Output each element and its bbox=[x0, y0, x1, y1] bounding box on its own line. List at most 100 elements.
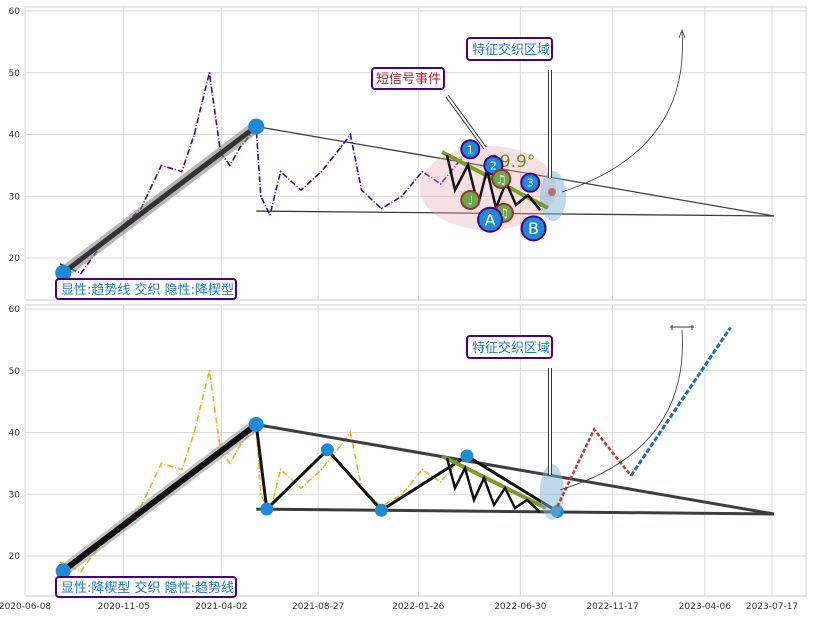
signal-zone-ellipse bbox=[420, 146, 556, 230]
top-footer-label: 显性:趋势线 交织 隐性:降楔型 bbox=[55, 278, 237, 300]
price-point bbox=[199, 109, 202, 111]
x-tick-label: 2022-11-17 bbox=[586, 602, 638, 612]
top-y-axis: 20 30 40 50 60 bbox=[9, 7, 21, 264]
slope-line bbox=[441, 454, 547, 510]
wedge-lower-line bbox=[256, 507, 774, 516]
price-point bbox=[239, 146, 242, 148]
y-tick-label: 60 bbox=[9, 7, 21, 17]
bottom-chart-panel: 20 30 40 50 60 bbox=[9, 304, 807, 597]
price-point bbox=[300, 487, 302, 489]
price-point bbox=[380, 207, 383, 210]
x-tick-label: 2020-11-05 bbox=[98, 602, 150, 612]
zigzag-swings bbox=[254, 424, 559, 513]
projection-arc bbox=[561, 31, 683, 193]
price-point bbox=[400, 195, 403, 198]
zigzag-pivot bbox=[374, 503, 388, 517]
price-series-line bbox=[60, 72, 462, 275]
price-point bbox=[300, 189, 302, 191]
price-point bbox=[193, 431, 196, 434]
price-point bbox=[80, 272, 82, 275]
price-point bbox=[320, 468, 323, 471]
x-tick-label: 2022-06-30 bbox=[494, 602, 547, 612]
signal-markers: 123♩♫♫A B bbox=[460, 139, 547, 242]
price-point bbox=[199, 407, 202, 409]
short-signal-text: 短信号事件 bbox=[376, 72, 441, 87]
top-feature-zone-text: 特征交织区域 bbox=[472, 42, 550, 58]
target-bracket bbox=[670, 325, 694, 330]
price-point bbox=[180, 170, 183, 173]
price-point bbox=[80, 570, 82, 573]
bottom-plot-content bbox=[55, 325, 775, 579]
y-tick-label: 60 bbox=[9, 305, 21, 315]
trendline bbox=[61, 124, 258, 275]
signal-marker-label: 1 bbox=[467, 143, 474, 156]
trendline-end-dot bbox=[248, 118, 265, 135]
wedge-upper-line bbox=[255, 422, 775, 516]
projection-blue bbox=[629, 326, 732, 477]
signal-marker-sig_3 bbox=[520, 172, 541, 193]
y-tick-label: 30 bbox=[9, 490, 21, 500]
price-point bbox=[208, 71, 211, 74]
x-tick-label: 2021-04-02 bbox=[195, 602, 247, 612]
short-signal-arrow-inner bbox=[446, 95, 486, 149]
price-point bbox=[180, 468, 183, 471]
signal-marker-label: 3 bbox=[527, 177, 534, 190]
price-point bbox=[229, 164, 231, 167]
y-tick-label: 50 bbox=[9, 367, 21, 377]
top-feature-zone-annotation: 特征交织区域 bbox=[466, 37, 553, 61]
y-tick-label: 50 bbox=[9, 69, 21, 79]
signal-marker-sig_a bbox=[477, 206, 504, 233]
price-point bbox=[193, 133, 196, 136]
price-point bbox=[421, 170, 424, 173]
zigzag-pivot bbox=[248, 416, 264, 432]
price-point bbox=[59, 561, 62, 563]
x-axis: 2020-06-08 2020-11-05 2021-04-02 2021-08-27… bbox=[0, 602, 798, 612]
short-signal-annotation: 短信号事件 bbox=[371, 67, 445, 90]
price-point bbox=[239, 444, 242, 446]
x-tick-label: 2022-01-26 bbox=[392, 602, 445, 612]
top-chart-panel: 20 30 40 50 60 bbox=[9, 6, 807, 301]
zone-dot bbox=[548, 188, 556, 196]
signal-marker-label: ♩ bbox=[467, 193, 473, 207]
signal-marker-note_2 bbox=[491, 168, 512, 189]
x-tick-label: 2021-08-27 bbox=[292, 602, 344, 612]
y-tick-label: 30 bbox=[9, 192, 21, 202]
price-point bbox=[439, 183, 442, 185]
price-point bbox=[439, 481, 442, 483]
price-point bbox=[460, 158, 462, 160]
bottom-y-axis: 20 30 40 50 60 bbox=[9, 305, 21, 562]
zone-zigzag bbox=[445, 154, 541, 213]
projection-arc bbox=[559, 329, 683, 491]
price-point bbox=[279, 170, 282, 173]
price-point bbox=[349, 133, 352, 136]
zone-zigzag bbox=[445, 457, 541, 513]
price-point bbox=[208, 369, 211, 372]
price-point bbox=[349, 431, 352, 434]
x-tick-label: 2023-07-17 bbox=[746, 602, 798, 612]
price-point bbox=[59, 263, 62, 265]
signal-marker-label: 2 bbox=[490, 159, 497, 172]
zigzag-main bbox=[61, 422, 259, 574]
price-point bbox=[269, 213, 271, 216]
bottom-feature-zone-text: 特征交织区域 bbox=[472, 340, 550, 356]
bottom-footer-text: 显性:降楔型 交织 隐性:趋势线 bbox=[61, 580, 234, 596]
price-point bbox=[360, 189, 363, 191]
signal-marker-sig_1 bbox=[460, 139, 481, 160]
x-tick-label: 2023-04-06 bbox=[679, 602, 732, 612]
signal-marker-label: ♫ bbox=[496, 172, 507, 186]
price-point bbox=[260, 195, 262, 198]
price-point bbox=[400, 493, 403, 496]
y-tick-label: 20 bbox=[9, 254, 21, 264]
y-tick-label: 40 bbox=[9, 429, 21, 439]
price-point bbox=[320, 170, 323, 173]
signal-marker-label: A bbox=[485, 210, 496, 229]
price-point bbox=[279, 468, 282, 471]
zigzag-pivot bbox=[320, 443, 334, 457]
projection-red bbox=[556, 427, 632, 508]
signal-marker-note_1 bbox=[460, 189, 481, 210]
top-footer-text: 显性:趋势线 交织 隐性:降楔型 bbox=[61, 282, 234, 298]
wedge-lower-line bbox=[256, 210, 774, 217]
price-point bbox=[340, 444, 342, 446]
signal-marker-label: ♫ bbox=[499, 206, 510, 220]
